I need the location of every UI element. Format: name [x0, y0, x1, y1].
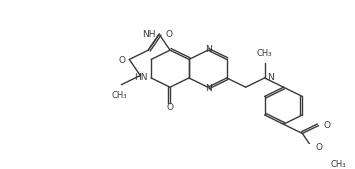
Text: O: O	[165, 30, 172, 39]
Text: HN: HN	[134, 74, 147, 82]
Text: NH: NH	[142, 30, 155, 39]
Text: N: N	[206, 84, 212, 93]
Text: O: O	[166, 103, 174, 113]
Text: CH₃: CH₃	[257, 49, 272, 58]
Text: O: O	[316, 143, 323, 152]
Text: N: N	[268, 73, 274, 82]
Text: CH₃: CH₃	[111, 91, 127, 100]
Text: O: O	[323, 121, 331, 130]
Text: CH₃: CH₃	[331, 160, 346, 169]
Text: N: N	[206, 45, 212, 54]
Text: O: O	[118, 56, 125, 65]
